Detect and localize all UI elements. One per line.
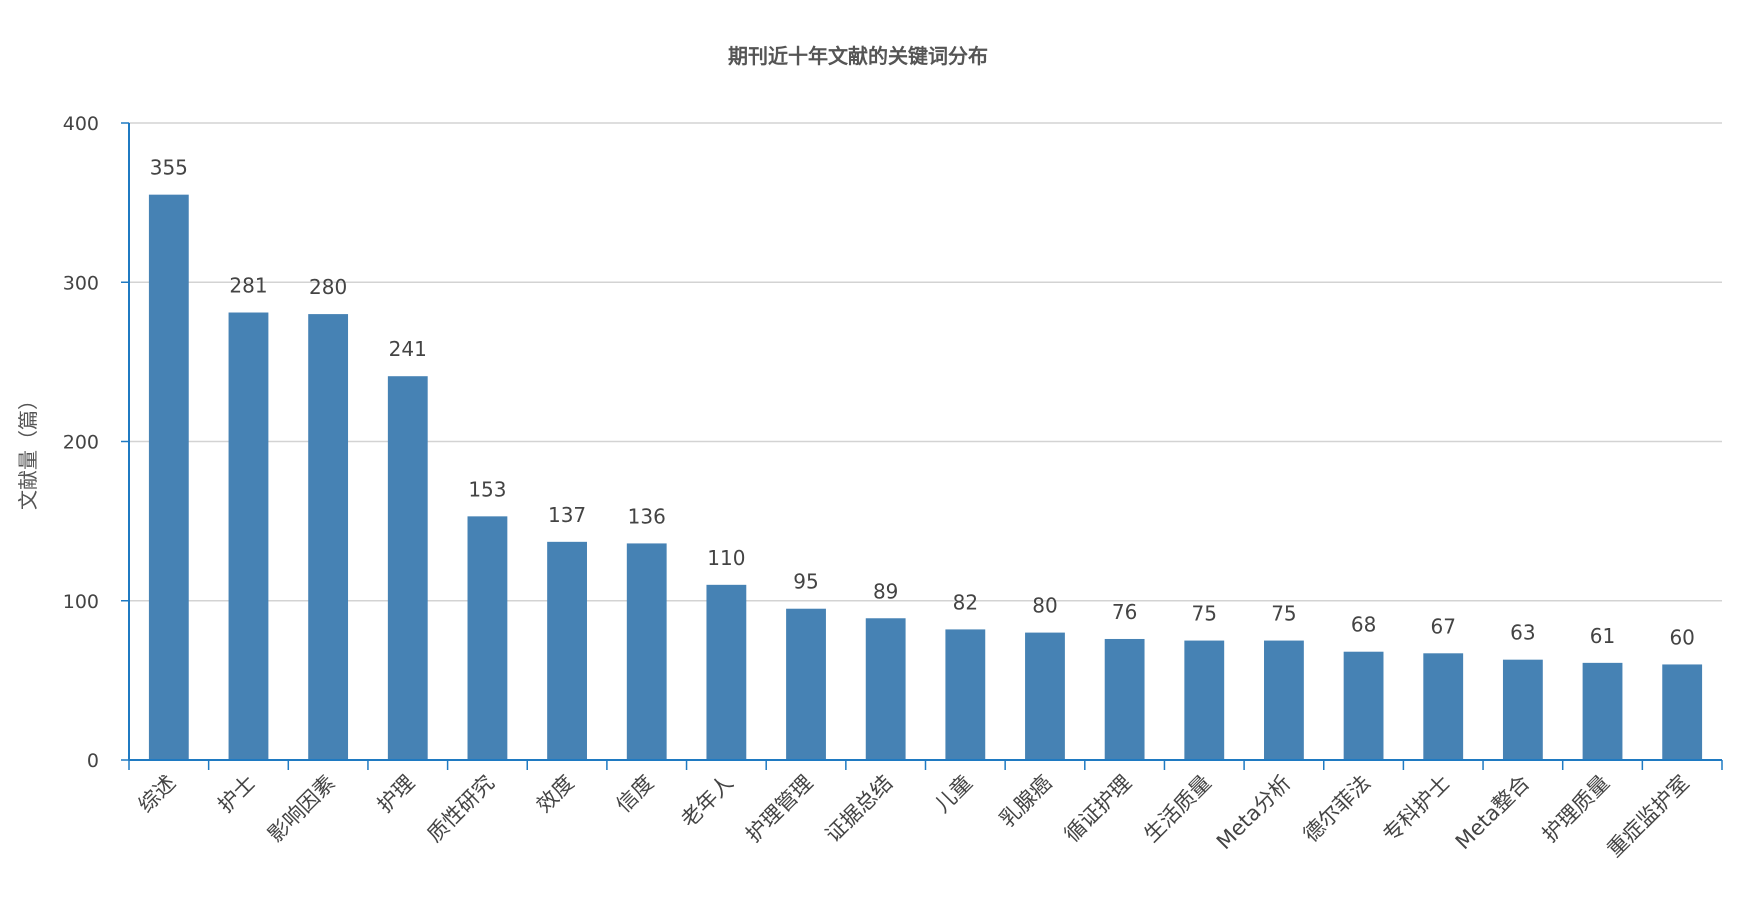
y-tick-label: 300	[63, 272, 99, 294]
data-label: 89	[873, 579, 898, 603]
bars	[148, 194, 1703, 761]
axes	[121, 122, 1723, 770]
data-label: 75	[1271, 602, 1296, 626]
bar	[547, 541, 587, 760]
data-label: 241	[389, 337, 427, 361]
bar	[1104, 638, 1145, 760]
bar	[1264, 640, 1304, 760]
bar	[1502, 659, 1543, 760]
data-label: 75	[1192, 602, 1217, 626]
bar	[387, 376, 428, 760]
y-tick-label: 200	[63, 432, 99, 454]
x-tick-label: 护士	[213, 771, 260, 818]
data-label: 80	[1032, 594, 1057, 618]
y-tick-label: 100	[63, 591, 99, 613]
y-axis-label: 文献量（篇）	[16, 390, 40, 510]
bar	[706, 584, 747, 760]
data-label: 110	[707, 546, 745, 570]
data-label: 76	[1112, 600, 1137, 624]
x-tick-label: 老年人	[676, 771, 738, 833]
y-tick-label: 0	[87, 750, 99, 772]
data-label: 67	[1430, 614, 1455, 638]
bar	[228, 312, 269, 760]
data-label: 95	[793, 570, 818, 594]
x-tick-label: 重症监护室	[1602, 771, 1693, 862]
bar	[626, 543, 667, 760]
bar	[945, 629, 986, 760]
x-tick-label: 专科护士	[1378, 771, 1454, 847]
data-label: 137	[548, 503, 586, 527]
data-label: 60	[1669, 625, 1694, 649]
x-tick-label: Meta分析	[1212, 771, 1296, 855]
bar	[1025, 632, 1065, 760]
data-label: 63	[1510, 621, 1535, 645]
bar	[467, 516, 508, 760]
x-tick-label: 综述	[134, 771, 181, 818]
x-tick-label: 影响因素	[263, 771, 339, 847]
x-tick-label: 质性研究	[423, 771, 499, 847]
x-tick-label: 护理管理	[741, 771, 817, 847]
data-label: 280	[309, 275, 347, 299]
data-label: 153	[468, 477, 506, 501]
x-tick-label: 效度	[532, 771, 579, 818]
x-tick-label: 信度	[612, 771, 659, 818]
gridlines	[129, 122, 1722, 602]
bar	[865, 618, 906, 760]
data-label: 281	[229, 274, 267, 298]
bar	[1423, 653, 1464, 760]
x-tick-label: 德尔菲法	[1299, 771, 1375, 847]
data-label: 82	[953, 590, 978, 614]
bar	[148, 194, 189, 761]
bar	[308, 314, 349, 760]
x-tick-label: Meta整合	[1451, 771, 1535, 855]
x-tick-label: 循证护理	[1060, 771, 1136, 847]
y-tick-label: 400	[63, 113, 99, 135]
x-tick-label: 护理	[373, 771, 420, 818]
data-label: 136	[628, 504, 666, 528]
x-tick-label: 乳腺癌	[995, 771, 1057, 833]
data-label: 68	[1351, 613, 1376, 637]
x-tick-label: 儿童	[930, 771, 977, 818]
chart-title: 期刊近十年文献的关键词分布	[728, 44, 988, 68]
bar	[1343, 651, 1384, 760]
bar	[1662, 664, 1703, 760]
bar	[786, 608, 826, 760]
bar	[1582, 662, 1623, 760]
x-tick-label: 证据总结	[821, 771, 897, 847]
data-label: 355	[150, 156, 188, 180]
bar	[1184, 640, 1225, 760]
x-tick-label: 护理质量	[1538, 771, 1614, 847]
data-label: 61	[1590, 624, 1615, 648]
x-tick-label: 生活质量	[1139, 771, 1215, 847]
